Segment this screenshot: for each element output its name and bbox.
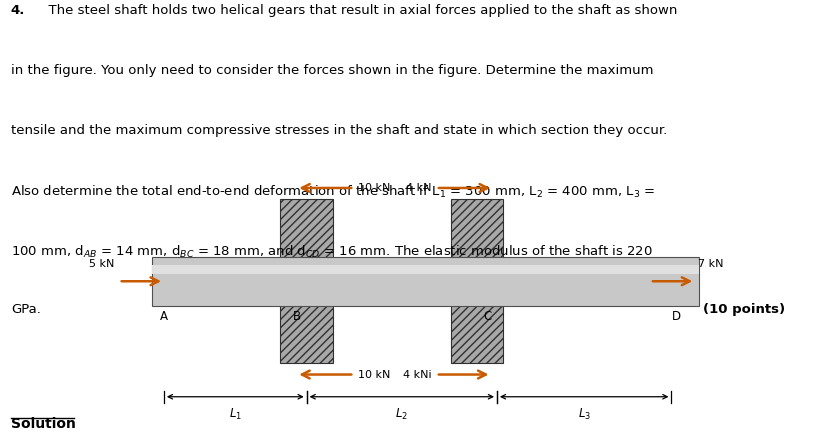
Bar (152, 257, 699, 306)
Text: 100 mm, d$_{AB}$ = 14 mm, d$_{BC}$ = 18 mm, and d$_{CD}$ = 16 mm. The elastic mo: 100 mm, d$_{AB}$ = 14 mm, d$_{BC}$ = 18 … (11, 244, 653, 260)
Text: (10 points): (10 points) (703, 304, 785, 316)
Text: 4.: 4. (11, 4, 26, 17)
Text: $L_2$: $L_2$ (395, 406, 408, 422)
Text: 10 kN: 10 kN (358, 183, 390, 193)
Text: in the figure. You only need to consider the forces shown in the figure. Determi: in the figure. You only need to consider… (11, 63, 653, 76)
Text: tensile and the maximum compressive stresses in the shaft and state in which sec: tensile and the maximum compressive stre… (11, 123, 667, 136)
Text: C: C (483, 310, 492, 323)
Text: Solution: Solution (11, 417, 76, 431)
Text: B: B (293, 310, 301, 323)
Bar (451, 199, 503, 363)
Text: $L_3$: $L_3$ (578, 406, 591, 422)
Text: 4 kN: 4 kN (407, 183, 432, 193)
Text: GPa.: GPa. (11, 304, 40, 316)
Text: 7 kN: 7 kN (698, 259, 723, 269)
Text: D: D (672, 310, 681, 323)
Text: Also determine the total end-to-end deformation of the shaft if L$_1$ = 300 mm, : Also determine the total end-to-end defo… (11, 184, 655, 200)
Text: $L_1$: $L_1$ (229, 406, 242, 422)
Text: The steel shaft holds two helical gears that result in axial forces applied to t: The steel shaft holds two helical gears … (40, 4, 677, 17)
Bar (152, 266, 699, 274)
Text: 5 kN: 5 kN (89, 259, 115, 269)
Text: 10 kN: 10 kN (358, 370, 390, 380)
Text: 4 kNi: 4 kNi (403, 370, 432, 380)
Bar (280, 199, 332, 363)
Text: A: A (160, 310, 168, 323)
